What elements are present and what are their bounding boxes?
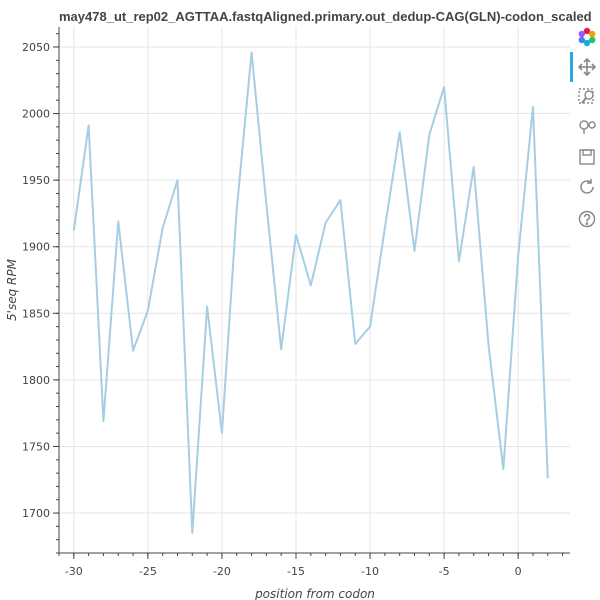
y-tick-label: 1850 bbox=[22, 307, 50, 320]
pan-tool-icon[interactable] bbox=[576, 56, 598, 78]
y-tick-label: 2000 bbox=[22, 108, 50, 121]
y-tick-label: 1800 bbox=[22, 374, 50, 387]
x-tick-label: -10 bbox=[361, 565, 379, 578]
box-zoom-tool-icon[interactable] bbox=[576, 86, 598, 108]
x-tick-label: -25 bbox=[139, 565, 157, 578]
x-tick-label: -20 bbox=[213, 565, 231, 578]
grid bbox=[59, 27, 570, 553]
x-tick-label: 0 bbox=[515, 565, 522, 578]
series-group bbox=[72, 51, 549, 535]
x-tick-label: -15 bbox=[287, 565, 305, 578]
active-tool-indicator bbox=[570, 52, 573, 82]
x-tick-label: -30 bbox=[65, 565, 83, 578]
y-tick-label: 1900 bbox=[22, 241, 50, 254]
series-line bbox=[72, 51, 549, 535]
chart-title: may478_ut_rep02_AGTTAA.fastqAligned.prim… bbox=[59, 9, 592, 24]
chart-toolbar bbox=[570, 24, 600, 234]
reset-tool-icon[interactable] bbox=[576, 176, 598, 198]
x-tick-label: -5 bbox=[439, 565, 450, 578]
y-tick-label: 1950 bbox=[22, 174, 50, 187]
save-tool-icon[interactable] bbox=[576, 146, 598, 168]
y-axis-label: 5'seq RPM bbox=[5, 258, 19, 321]
axes bbox=[53, 27, 570, 559]
y-tick-label: 1700 bbox=[22, 507, 50, 520]
y-tick-label: 1750 bbox=[22, 440, 50, 453]
x-axis-label: position from codon bbox=[254, 587, 375, 600]
wheel-zoom-tool-icon[interactable] bbox=[576, 116, 598, 138]
bokeh-logo-icon[interactable] bbox=[576, 26, 598, 48]
tick-labels: -30 -25 -20 -15 -10 -5 0 1700 1750 1800 1850 1900 19… bbox=[22, 41, 522, 578]
y-tick-label: 2050 bbox=[22, 41, 50, 54]
help-tool-icon[interactable] bbox=[576, 208, 598, 230]
